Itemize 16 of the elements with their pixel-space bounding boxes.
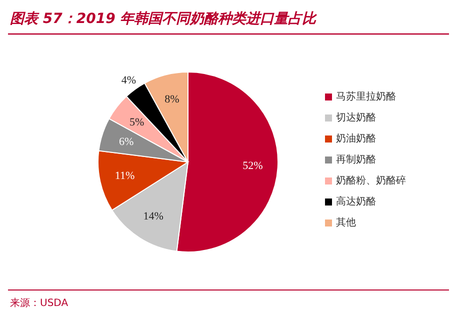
data-label: 11% (114, 170, 135, 182)
data-label: 6% (119, 136, 134, 148)
source-note: 来源：USDA (10, 297, 68, 309)
legend-label: 切达奶酪 (336, 112, 376, 124)
data-label: 4% (121, 74, 136, 86)
legend-label: 奶酪粉、奶酪碎 (336, 174, 406, 186)
legend-label: 奶油奶酪 (336, 132, 376, 144)
data-label: 8% (164, 93, 180, 106)
legend-label: 再制奶酪 (336, 154, 376, 166)
data-label: 14% (143, 210, 164, 223)
legend-label: 马苏里拉奶酪 (336, 90, 396, 102)
legend-label: 其他 (336, 216, 356, 228)
data-label: 52% (242, 160, 263, 172)
legend-label: 高达奶酪 (336, 196, 376, 208)
data-label: 5% (129, 116, 144, 128)
chart-title: 图表 57：2019 年韩国不同奶酪种类进口量占比 (10, 11, 318, 27)
